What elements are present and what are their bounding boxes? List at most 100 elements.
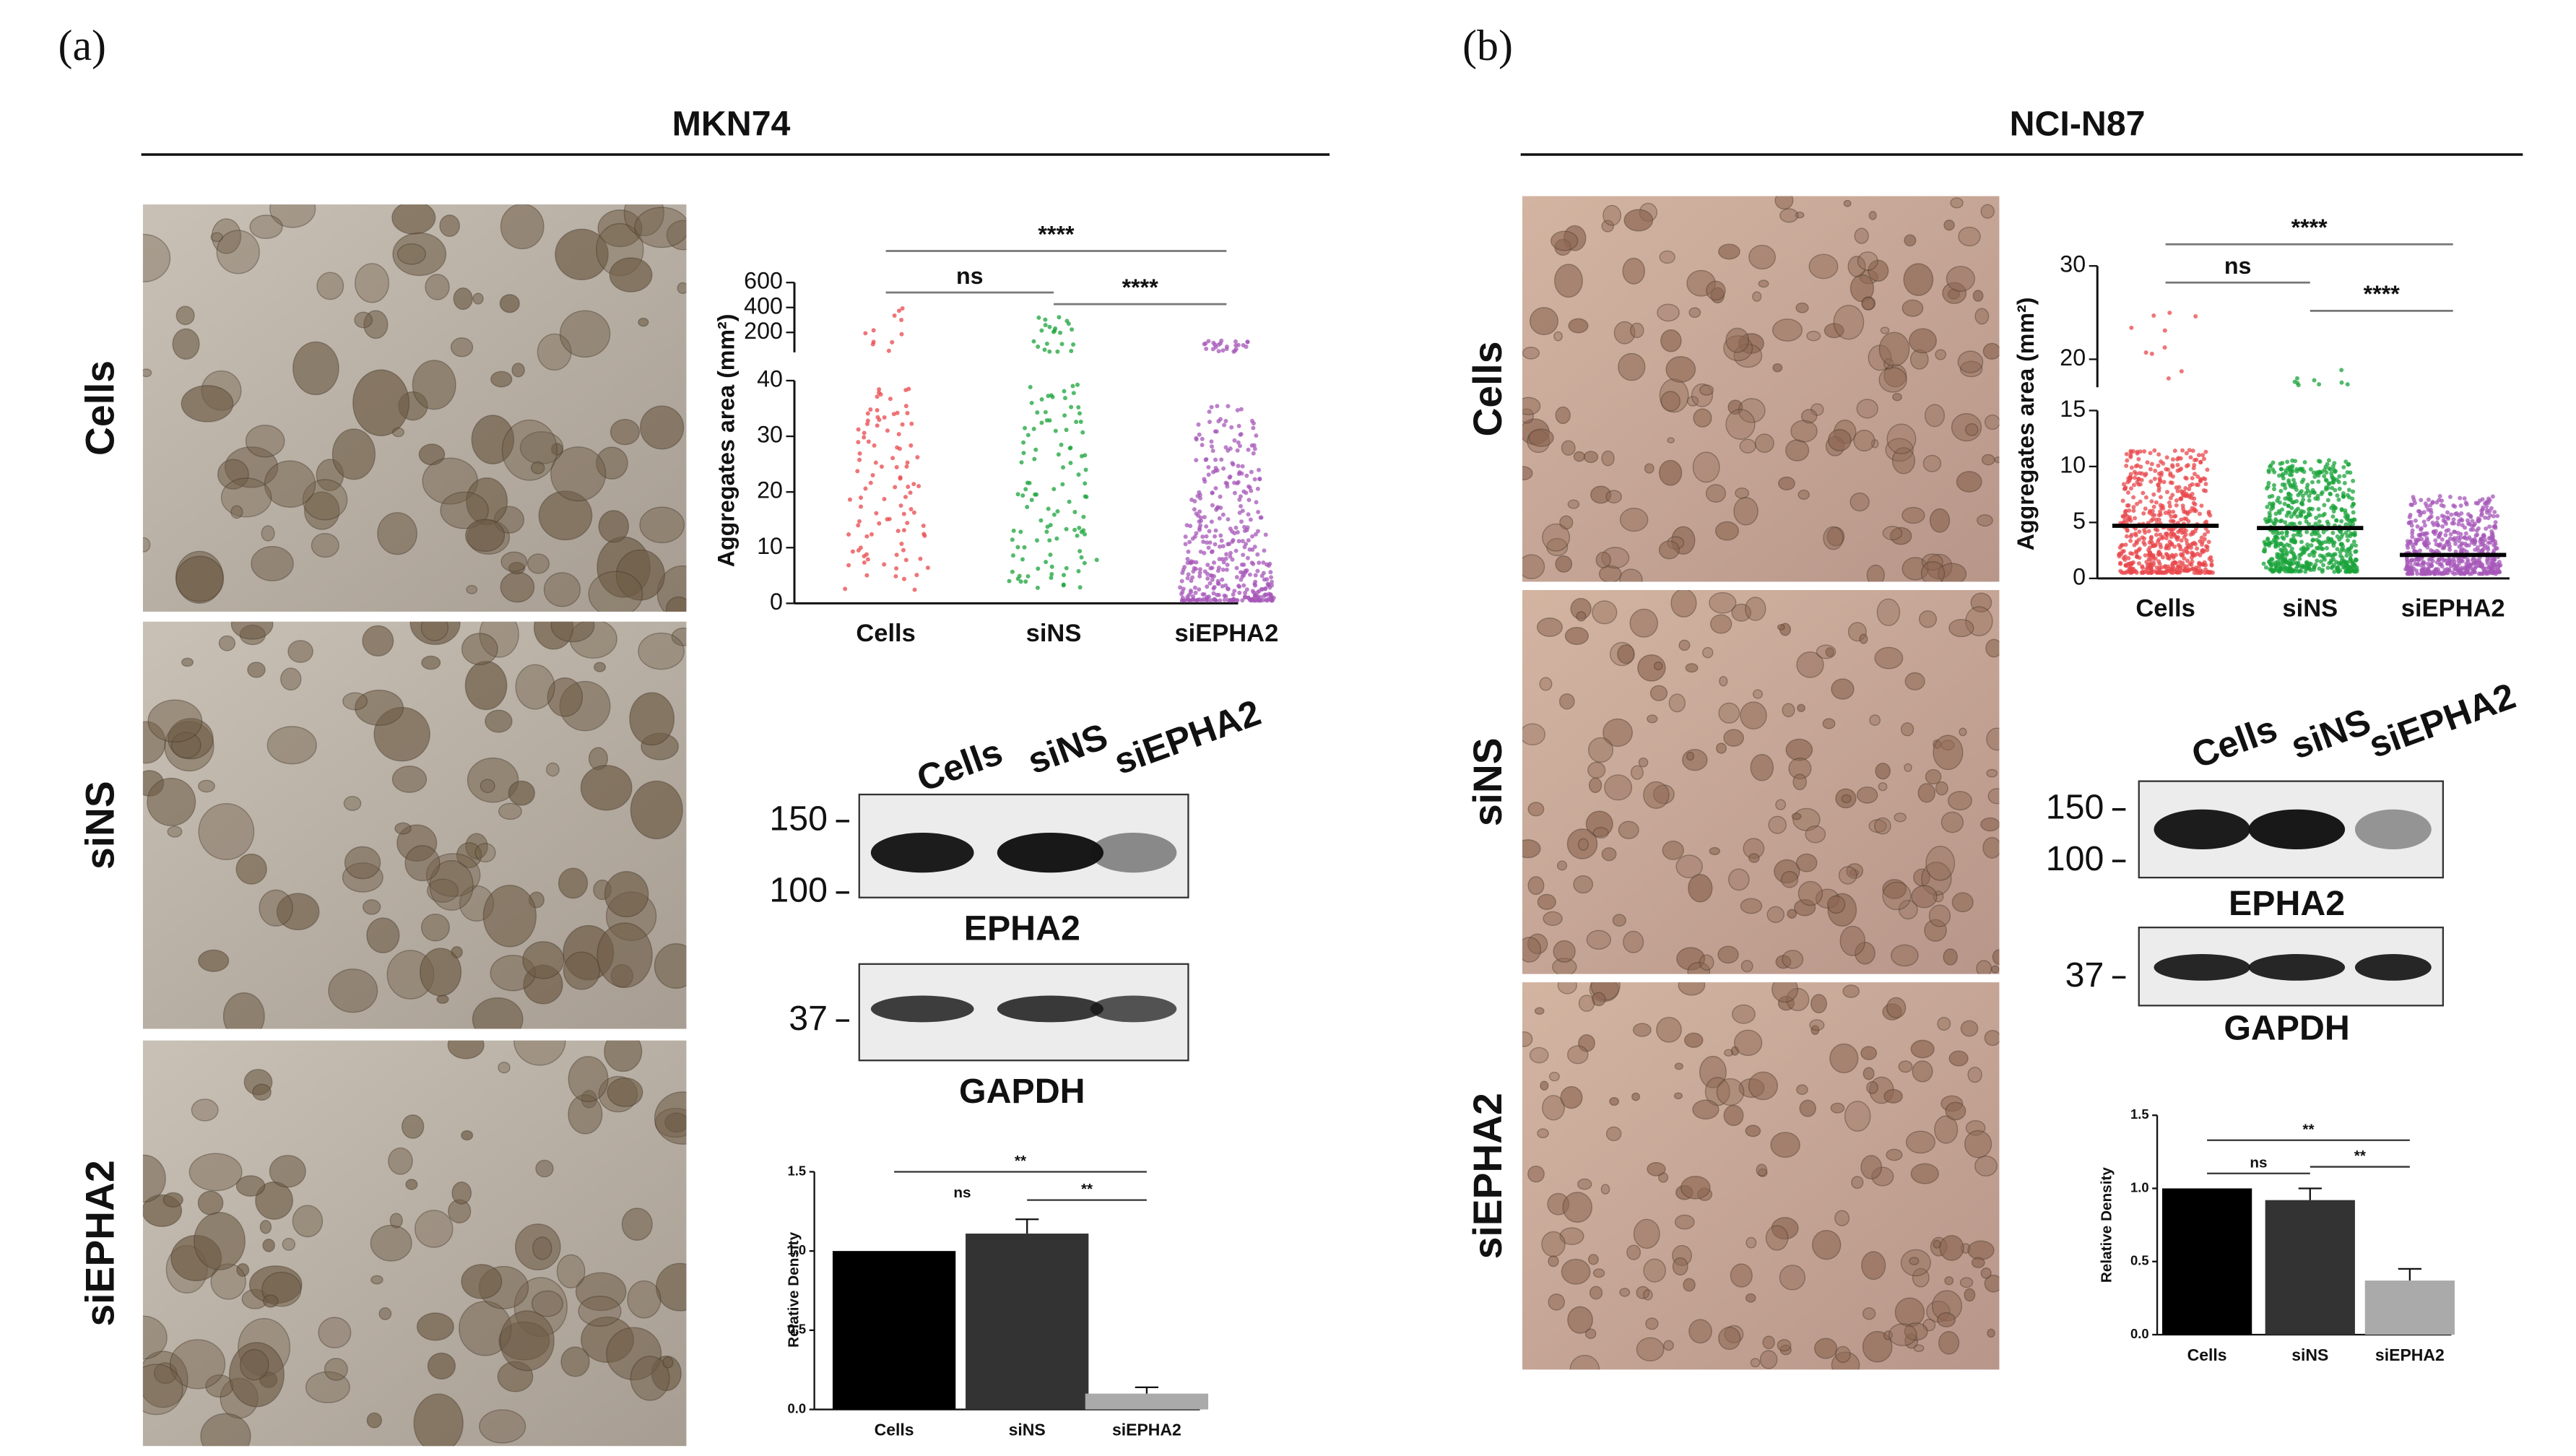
cell-cluster [654, 942, 687, 989]
scatter-dot [859, 495, 863, 500]
scatter-dot [2427, 515, 2432, 520]
scatter-dot [2128, 534, 2133, 539]
cell-cluster [1843, 199, 1852, 207]
scatter-dot [1225, 481, 1230, 486]
micrograph [1522, 589, 2000, 974]
cell-cluster [1977, 514, 1993, 527]
scatter-dot [873, 460, 878, 465]
cell-cluster [1714, 521, 1739, 541]
cell-cluster [1856, 786, 1878, 804]
cell-cluster [1567, 1306, 1593, 1334]
scatter-dot [2275, 536, 2280, 541]
scatter-dot [1247, 485, 1252, 490]
scatter-dot [2173, 560, 2178, 566]
blot-band [997, 995, 1104, 1023]
scatter-dot [2125, 503, 2130, 508]
scatter-dot [1232, 438, 1237, 443]
scatter-dot [1204, 524, 1209, 529]
scatter-dot [2265, 519, 2271, 524]
cell-cluster [499, 294, 520, 313]
scatter-dot [2143, 530, 2148, 535]
scatter-dot [899, 317, 904, 322]
scatter-dot [2158, 495, 2163, 500]
cell-cluster [1578, 994, 1595, 1012]
cell-cluster [1750, 1358, 1761, 1368]
scatter-dot [2295, 514, 2300, 519]
cell-cluster [1862, 1067, 1875, 1080]
cell-cluster [1692, 1099, 1719, 1120]
cell-cluster [1946, 266, 1976, 292]
x-tick-label: Cells [856, 620, 915, 647]
scatter-dot [1226, 448, 1231, 453]
scatter-dot [1220, 577, 1225, 582]
y-tick-label: 30 [757, 422, 783, 448]
scatter-dot [1237, 443, 1242, 448]
cell-cluster [482, 884, 537, 948]
scatter-dot [2441, 503, 2446, 508]
scatter-dot [2282, 501, 2287, 506]
scatter-dot [1047, 349, 1052, 354]
scatter-dot [1059, 342, 1064, 347]
scatter-dot [1187, 540, 1192, 545]
scatter-dot [2302, 550, 2307, 555]
scatter-dot [895, 445, 900, 450]
cell-cluster [606, 1327, 662, 1381]
cell-cluster [1971, 1257, 1985, 1268]
scatter-dot [2273, 517, 2278, 522]
scatter-dot [2128, 561, 2133, 566]
scatter-dot [2354, 549, 2359, 554]
scatter-dot [1223, 594, 1228, 599]
scatter-dot [1211, 340, 1216, 345]
scatter-dot [1207, 410, 1212, 415]
scatter-dot [2166, 546, 2171, 551]
cell-cluster [1945, 1101, 1966, 1121]
cell-cluster [1719, 676, 1728, 687]
cell-cluster [249, 214, 283, 239]
cell-cluster [1638, 757, 1649, 768]
cell-cluster [1658, 540, 1680, 560]
scatter-dot [2335, 493, 2340, 498]
scatter-dot [1237, 584, 1242, 589]
scatter-dot [2125, 528, 2130, 533]
scatter-dot [2203, 477, 2208, 482]
scatter-dot [2451, 517, 2456, 522]
scatter-dot [1044, 417, 1049, 422]
cell-cluster [1727, 399, 1743, 415]
scatter-dot [1231, 537, 1236, 542]
scatter-dot [2448, 532, 2453, 537]
scatter-dot [1191, 597, 1196, 602]
scatter-dot [2290, 521, 2295, 526]
scatter-dot [2333, 469, 2338, 474]
scatter-dot [2407, 520, 2412, 525]
scatter-dot [1063, 396, 1067, 401]
scatter-dot [1255, 486, 1260, 491]
cell-cluster [1609, 1096, 1620, 1106]
scatter-dot [862, 435, 867, 440]
scatter-dot [1219, 457, 1224, 462]
scatter-dot [1031, 426, 1036, 431]
cell-cluster [1586, 930, 1611, 950]
scatter-dot [1061, 465, 1066, 470]
scatter-dot [2347, 559, 2352, 564]
scatter-dot [2433, 538, 2438, 543]
cell-cluster [1691, 383, 1714, 407]
scatter-dot [2435, 516, 2440, 521]
cell-cluster [1980, 817, 2000, 832]
cell-cluster [1522, 838, 1541, 859]
cell-cluster [1745, 1293, 1756, 1303]
scatter-dot [2312, 378, 2317, 383]
scatter-dot [2456, 521, 2461, 526]
blot-band [1090, 995, 1177, 1023]
cell-cluster [366, 917, 400, 953]
scatter-dot [2317, 519, 2322, 524]
scatter-dot [2122, 558, 2128, 563]
y-axis-label: Relative Density [785, 1231, 802, 1347]
scatter-dot [1094, 558, 1099, 563]
scatter-dot [2167, 500, 2172, 505]
scatter-dot [909, 421, 914, 426]
cell-cluster [1796, 651, 1824, 678]
scatter-dot [2154, 566, 2159, 571]
scatter-dot [2413, 537, 2418, 542]
scatter-dot [2156, 488, 2161, 493]
scatter-dot [899, 542, 904, 546]
